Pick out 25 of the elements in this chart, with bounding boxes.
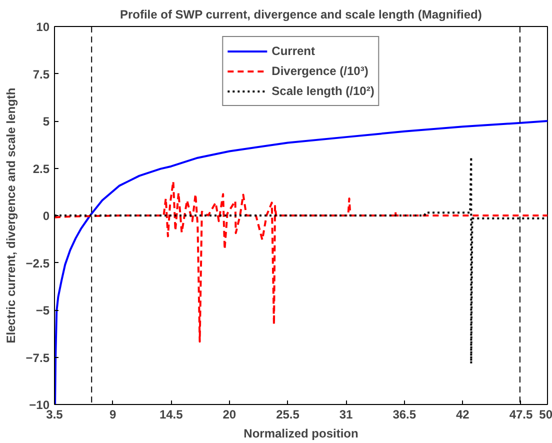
x-tick-label: 20	[222, 408, 236, 422]
y-tick-label: 7.5	[32, 67, 50, 82]
x-axis-title: Normalized position	[244, 426, 358, 440]
y-tick-label: −5	[36, 304, 50, 318]
y-tick-label: 0	[42, 209, 50, 223]
y-tick-label: −2.5	[26, 256, 50, 270]
y-tick-label: 10	[36, 20, 50, 34]
x-tick-label: 25.5	[276, 408, 300, 422]
y-axis-title: Electric current, divergence and scale length	[4, 88, 18, 344]
x-tick-label: 36.5	[392, 408, 416, 422]
x-tick-label: 42	[456, 408, 470, 422]
x-tick-label: 47.5	[509, 408, 533, 422]
legend-label: Scale length (/10²)	[272, 84, 374, 98]
line-series	[54, 180, 548, 343]
x-tick-label: 31	[339, 408, 354, 422]
y-tick-label: −7.5	[26, 350, 50, 365]
chart-title: Profile of SWP current, divergence and scale length (Magnified)	[120, 8, 482, 22]
x-tick-label: 9	[109, 408, 116, 422]
y-tick-label: 5	[42, 114, 50, 128]
x-tick-label: 3.5	[46, 408, 64, 422]
x-tick-label: 14.5	[159, 408, 184, 422]
y-tick-label: 2.5	[32, 162, 50, 176]
legend-label: Current	[272, 44, 315, 58]
legend-label: Divergence (/10³)	[272, 64, 368, 78]
x-tick-label: 50	[539, 408, 552, 422]
